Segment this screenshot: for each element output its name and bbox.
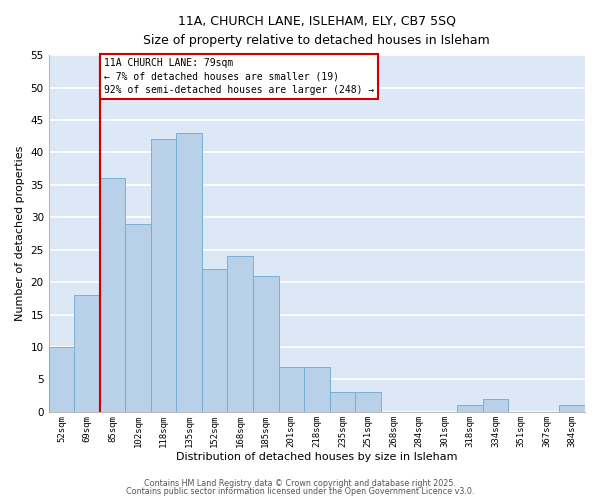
Bar <box>457 406 483 412</box>
Bar <box>329 392 355 412</box>
Bar <box>74 295 100 412</box>
Bar <box>483 399 508 412</box>
Bar <box>100 178 125 412</box>
Bar <box>253 276 278 412</box>
Bar <box>49 347 74 412</box>
Bar <box>559 406 585 412</box>
Bar <box>278 366 304 412</box>
Title: 11A, CHURCH LANE, ISLEHAM, ELY, CB7 5SQ
Size of property relative to detached ho: 11A, CHURCH LANE, ISLEHAM, ELY, CB7 5SQ … <box>143 15 490 47</box>
Bar <box>202 269 227 412</box>
Bar <box>176 133 202 412</box>
Text: Contains HM Land Registry data © Crown copyright and database right 2025.: Contains HM Land Registry data © Crown c… <box>144 478 456 488</box>
Text: 11A CHURCH LANE: 79sqm
← 7% of detached houses are smaller (19)
92% of semi-deta: 11A CHURCH LANE: 79sqm ← 7% of detached … <box>104 58 374 95</box>
Bar <box>227 256 253 412</box>
Bar <box>355 392 380 412</box>
Bar <box>151 140 176 412</box>
Bar <box>304 366 329 412</box>
Bar <box>125 224 151 412</box>
Y-axis label: Number of detached properties: Number of detached properties <box>15 146 25 321</box>
Text: Contains public sector information licensed under the Open Government Licence v3: Contains public sector information licen… <box>126 487 474 496</box>
X-axis label: Distribution of detached houses by size in Isleham: Distribution of detached houses by size … <box>176 452 458 462</box>
